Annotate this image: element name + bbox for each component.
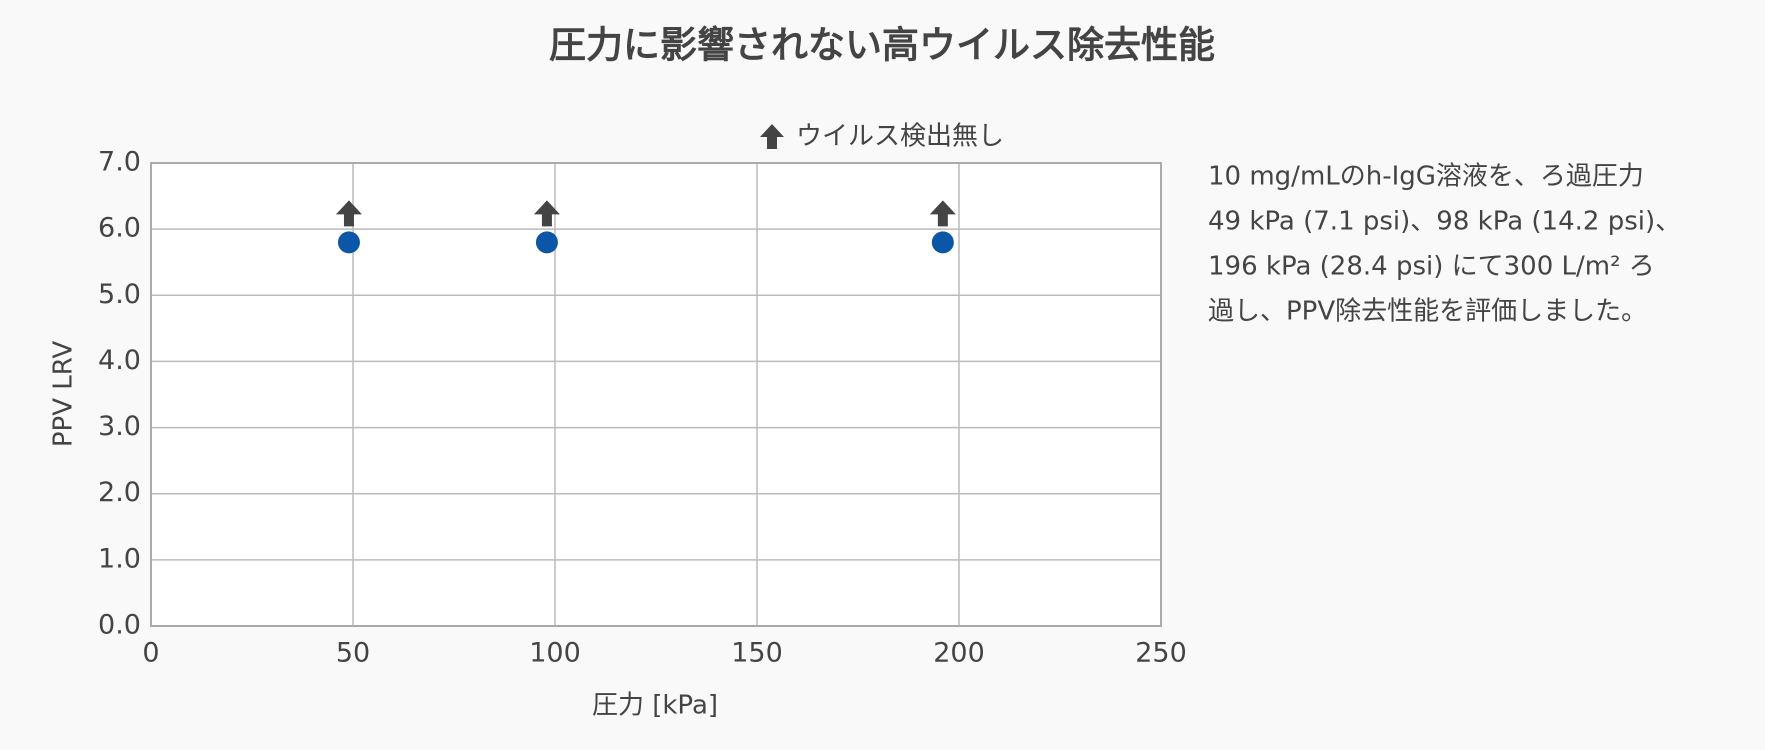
plot-area bbox=[151, 163, 1161, 626]
y-tick-label: 0.0 bbox=[98, 610, 141, 641]
x-axis-title: 圧力 [kPa] bbox=[592, 691, 718, 721]
y-axis-title: PPV LRV bbox=[49, 341, 79, 448]
y-tick-label: 5.0 bbox=[98, 279, 141, 310]
description-line: 49 kPa (7.1 psi)、98 kPa (14.2 psi)、 bbox=[1208, 207, 1681, 237]
x-tick-label: 50 bbox=[336, 638, 370, 669]
arrow-marker bbox=[929, 200, 956, 227]
arrow-marker bbox=[335, 200, 362, 227]
y-tick-label: 7.0 bbox=[98, 147, 141, 178]
x-tick-label: 200 bbox=[933, 638, 985, 669]
x-tick-label: 0 bbox=[142, 638, 159, 669]
x-tick-label: 250 bbox=[1135, 638, 1187, 669]
y-tick-label: 3.0 bbox=[98, 411, 141, 442]
y-tick-label: 4.0 bbox=[98, 345, 141, 376]
x-tick-label: 100 bbox=[529, 638, 581, 669]
legend-arrow bbox=[760, 124, 784, 149]
description: 10 mg/mLのh-IgG溶液を、ろ過圧力 49 kPa (7.1 psi)、9… bbox=[1208, 162, 1681, 327]
description-line: 過し、PPV除去性能を評価しました。 bbox=[1208, 297, 1647, 327]
chart-title: 圧力に影響されない高ウイルス除去性能 bbox=[549, 24, 1215, 67]
annotation: ウイルス検出無し bbox=[796, 122, 1004, 152]
y-tick-label: 6.0 bbox=[98, 213, 141, 244]
point bbox=[337, 231, 360, 254]
y-tick-label: 2.0 bbox=[98, 477, 141, 508]
point bbox=[931, 231, 954, 254]
arrow-marker bbox=[533, 200, 560, 227]
point bbox=[535, 231, 558, 254]
x-tick-label: 150 bbox=[731, 638, 783, 669]
y-tick-label: 1.0 bbox=[98, 543, 141, 574]
description-line: 10 mg/mLのh-IgG溶液を、ろ過圧力 bbox=[1208, 162, 1644, 192]
plot-border bbox=[150, 162, 1162, 627]
description-line: 196 kPa (28.4 psi) にて300 L/m² ろ bbox=[1208, 252, 1655, 282]
